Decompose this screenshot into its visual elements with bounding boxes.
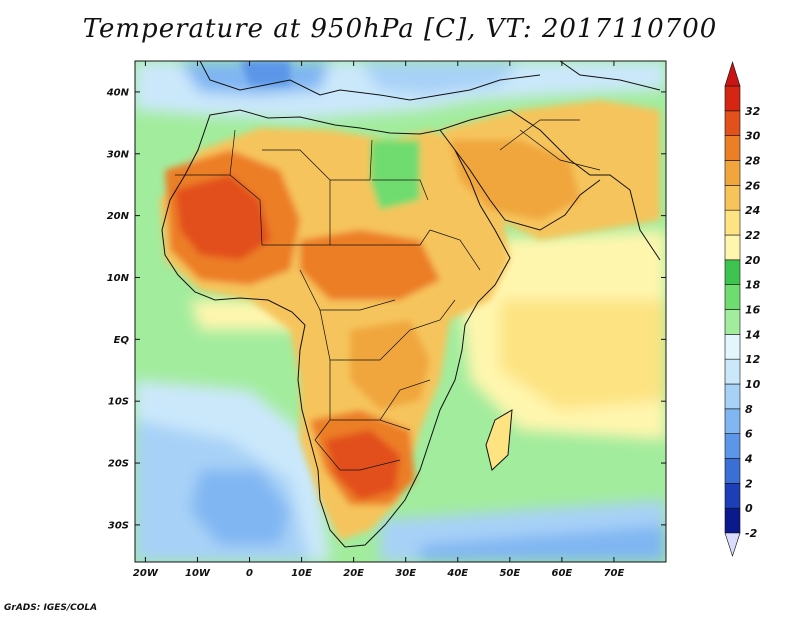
lon-tick-label: 10W	[185, 568, 211, 579]
colorbar-label: 12	[745, 353, 761, 366]
colorbar-label: 8	[745, 403, 753, 416]
lon-tick-label: 10E	[291, 568, 312, 579]
lat-tick-label: 10N	[107, 273, 130, 284]
lat-tick-label: 20S	[108, 459, 129, 470]
colorbar-swatch	[724, 284, 741, 310]
colorbar-under-triangle	[724, 532, 741, 557]
colorbar-label: 20	[745, 254, 761, 267]
colorbar-swatch	[724, 358, 741, 385]
colorbar-swatch	[724, 234, 741, 261]
colorbar-label: 2	[745, 477, 753, 490]
lat-tick-label: 30S	[108, 520, 129, 531]
longitude-ticks: 20W 10W 0 10E 20E 30E 40E 50E 60E 70E	[133, 61, 625, 579]
lon-tick-label: 30E	[395, 568, 416, 579]
country-borders	[175, 119, 601, 471]
colorbar-label: 16	[745, 304, 761, 317]
temperature-field	[135, 61, 666, 562]
colorbar-swatch	[724, 507, 741, 534]
colorbar-label: 30	[745, 130, 761, 143]
colorbar-swatch	[724, 110, 741, 136]
colorbar-swatch	[724, 309, 741, 335]
colorbar-swatch	[724, 185, 741, 211]
colorbar-swatch	[724, 408, 741, 434]
colorbar-label: 4	[744, 453, 753, 466]
lon-tick-label: 50E	[499, 568, 520, 579]
colorbar-swatch	[724, 458, 741, 484]
credit-label: GrADS: IGES/COLA	[4, 603, 98, 613]
lon-tick-label: 0	[246, 568, 253, 579]
latitude-ticks: 40N 30N 20N 10N EQ 10S 20S 30S	[106, 87, 666, 531]
colorbar-label: 26	[745, 179, 761, 192]
colorbar-over-triangle	[724, 60, 741, 87]
colorbar-label: 22	[745, 229, 761, 242]
colorbar-label: 18	[745, 279, 761, 292]
lat-tick-label: EQ	[114, 335, 130, 346]
colorbar-label: 28	[745, 155, 761, 168]
lon-tick-label: 20E	[343, 568, 364, 579]
lon-tick-label: 70E	[604, 568, 625, 579]
lat-tick-label: 20N	[107, 211, 130, 222]
map-frame	[134, 60, 667, 563]
lon-tick-label: 20W	[133, 568, 159, 579]
colorbar-swatch	[724, 383, 741, 410]
colorbar-label: 14	[745, 328, 760, 341]
colorbar-swatch	[724, 334, 741, 360]
colorbar-swatch	[724, 483, 741, 509]
colorbar-label: 24	[745, 204, 760, 217]
lat-tick-label: 10S	[108, 397, 129, 408]
colorbar-label: 32	[745, 105, 761, 118]
lat-tick-label: 40N	[106, 87, 130, 98]
colorbar-swatch	[724, 160, 741, 186]
colorbar-swatch	[724, 209, 741, 236]
colorbar-swatch	[724, 259, 741, 285]
colorbar-swatch	[724, 135, 741, 161]
colorbar-swatch	[724, 433, 741, 459]
colorbar-label: 0	[745, 502, 753, 515]
coastlines	[161, 61, 661, 548]
colorbar-label: -2	[745, 527, 758, 540]
colorbar-label: 10	[745, 378, 761, 391]
lon-tick-label: 60E	[552, 568, 573, 579]
chart-title: Temperature at 950hPa [C], VT: 201711070…	[82, 14, 718, 44]
lat-tick-label: 30N	[107, 149, 130, 160]
colorbar-label: 6	[745, 428, 753, 441]
lon-tick-label: 40E	[446, 568, 468, 579]
colorbar-swatch	[724, 85, 741, 112]
